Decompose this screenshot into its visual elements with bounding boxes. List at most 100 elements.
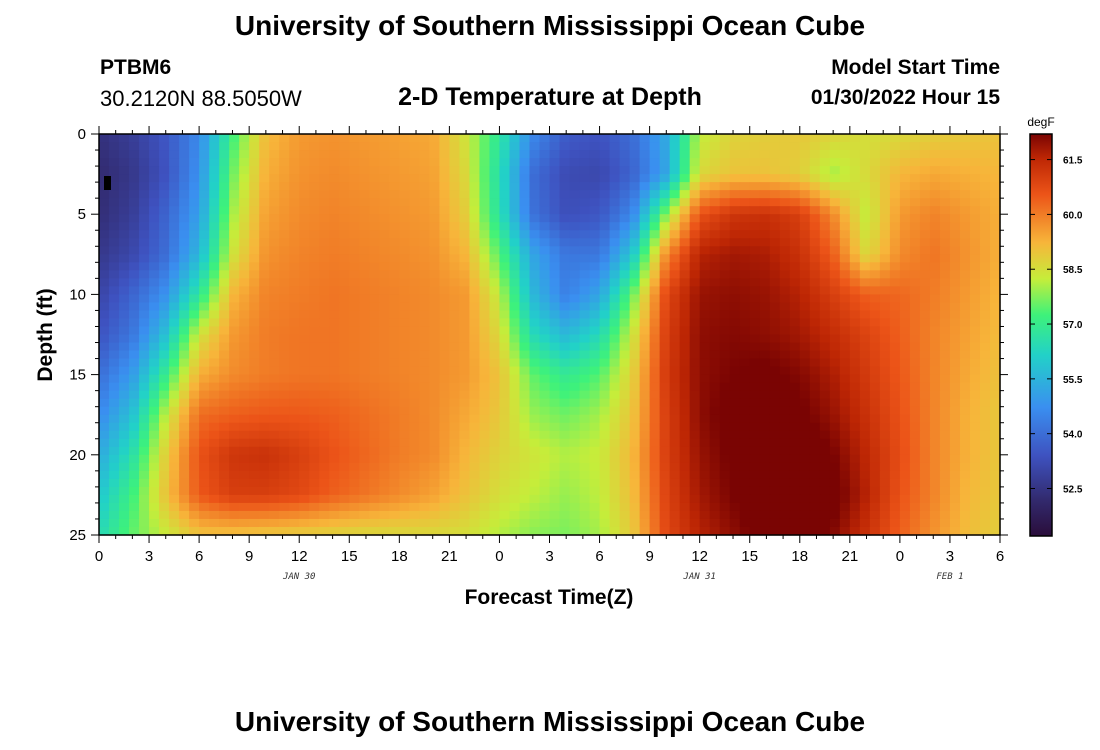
heatmap-cell: [269, 254, 280, 263]
heatmap-cell: [349, 478, 360, 488]
heatmap-cell: [609, 398, 621, 408]
heatmap-cell: [219, 470, 230, 480]
heatmap-cell: [689, 478, 701, 488]
heatmap-cell: [399, 454, 410, 464]
heatmap-cell: [309, 214, 320, 223]
heatmap-cell: [979, 398, 991, 408]
heatmap-cell: [629, 462, 641, 472]
heatmap-cell: [709, 166, 721, 175]
heatmap-cell: [469, 190, 481, 199]
heatmap-cell: [659, 446, 671, 456]
heatmap-cell: [869, 246, 881, 255]
heatmap-cell: [389, 438, 400, 448]
heatmap-cell: [459, 446, 471, 456]
heatmap-cell: [389, 494, 400, 504]
heatmap-cell: [749, 174, 761, 183]
heatmap-cell: [519, 262, 531, 271]
heatmap-cell: [279, 334, 290, 344]
heatmap-cell: [209, 174, 220, 183]
heatmap-cell: [199, 302, 210, 312]
heatmap-cell: [929, 238, 941, 247]
heatmap-cell: [509, 406, 521, 416]
heatmap-cell: [279, 142, 290, 151]
heatmap-cell: [459, 502, 471, 512]
heatmap-cell: [919, 286, 931, 295]
heatmap-cell: [799, 390, 811, 400]
heatmap-cell: [799, 326, 811, 336]
heatmap-cell: [399, 150, 410, 159]
heatmap-cell: [669, 518, 681, 528]
heatmap-cell: [699, 198, 711, 207]
heatmap-cell: [109, 454, 120, 464]
heatmap-cell: [99, 470, 110, 480]
heatmap-cell: [129, 158, 140, 167]
heatmap-cell: [649, 230, 661, 239]
heatmap-cell: [709, 262, 721, 271]
heatmap-cell: [959, 254, 971, 263]
heatmap-cell: [419, 142, 430, 151]
heatmap-cell: [199, 470, 210, 480]
heatmap-cell: [669, 366, 681, 376]
heatmap-cell: [649, 134, 661, 143]
heatmap-cell: [659, 214, 671, 223]
heatmap-cell: [689, 246, 701, 255]
heatmap-cell: [259, 382, 270, 392]
heatmap-cell: [229, 438, 240, 448]
heatmap-cell: [249, 254, 260, 263]
heatmap-cell: [529, 438, 541, 448]
heatmap-cell: [899, 446, 911, 456]
heatmap-cell: [479, 174, 491, 183]
heatmap-cell: [229, 182, 240, 191]
heatmap-cell: [639, 238, 651, 247]
heatmap-cell: [409, 246, 420, 255]
heatmap-cell: [709, 502, 721, 512]
heatmap-cell: [309, 486, 320, 496]
heatmap-cell: [279, 214, 290, 223]
heatmap-cell: [629, 174, 641, 183]
heatmap-cell: [459, 478, 471, 488]
heatmap-cell: [729, 510, 741, 520]
heatmap-cell: [179, 510, 190, 520]
heatmap-cell: [919, 446, 931, 456]
heatmap-cell: [389, 358, 400, 368]
heatmap-cell: [859, 342, 871, 352]
heatmap-cell: [239, 286, 250, 295]
heatmap-cell: [699, 406, 711, 416]
heatmap-cell: [409, 278, 420, 287]
heatmap-cell: [419, 462, 430, 472]
heatmap-cell: [519, 254, 531, 263]
heatmap-cell: [899, 134, 911, 143]
heatmap-cell: [459, 270, 471, 279]
heatmap-cell: [499, 510, 511, 520]
heatmap-cell: [689, 270, 701, 279]
heatmap-cell: [679, 206, 691, 215]
model-start-value: 01/30/2022 Hour 15: [810, 86, 1000, 109]
heatmap-cell: [599, 238, 611, 247]
heatmap-cell: [659, 406, 671, 416]
heatmap-cell: [939, 398, 951, 408]
heatmap-cell: [459, 382, 471, 392]
heatmap-cell: [599, 150, 611, 159]
heatmap-cell: [199, 326, 210, 336]
heatmap-cell: [379, 198, 390, 207]
heatmap-cell: [269, 246, 280, 255]
heatmap-cell: [789, 430, 801, 440]
heatmap-cell: [679, 326, 691, 336]
heatmap-cell: [849, 518, 861, 528]
heatmap-cell: [949, 406, 961, 416]
heatmap-cell: [189, 366, 200, 376]
heatmap-cell: [179, 350, 190, 360]
heatmap-cell: [259, 262, 270, 271]
heatmap-cell: [679, 174, 691, 183]
heatmap-cell: [339, 134, 350, 143]
heatmap-cell: [659, 166, 671, 175]
heatmap-cell: [869, 294, 881, 304]
heatmap-cell: [379, 446, 390, 456]
heatmap-cell: [949, 510, 961, 520]
heatmap-cell: [509, 390, 521, 400]
heatmap-cell: [959, 142, 971, 151]
heatmap-cell: [189, 142, 200, 151]
heatmap-cell: [489, 294, 501, 304]
heatmap-cell: [629, 246, 641, 255]
